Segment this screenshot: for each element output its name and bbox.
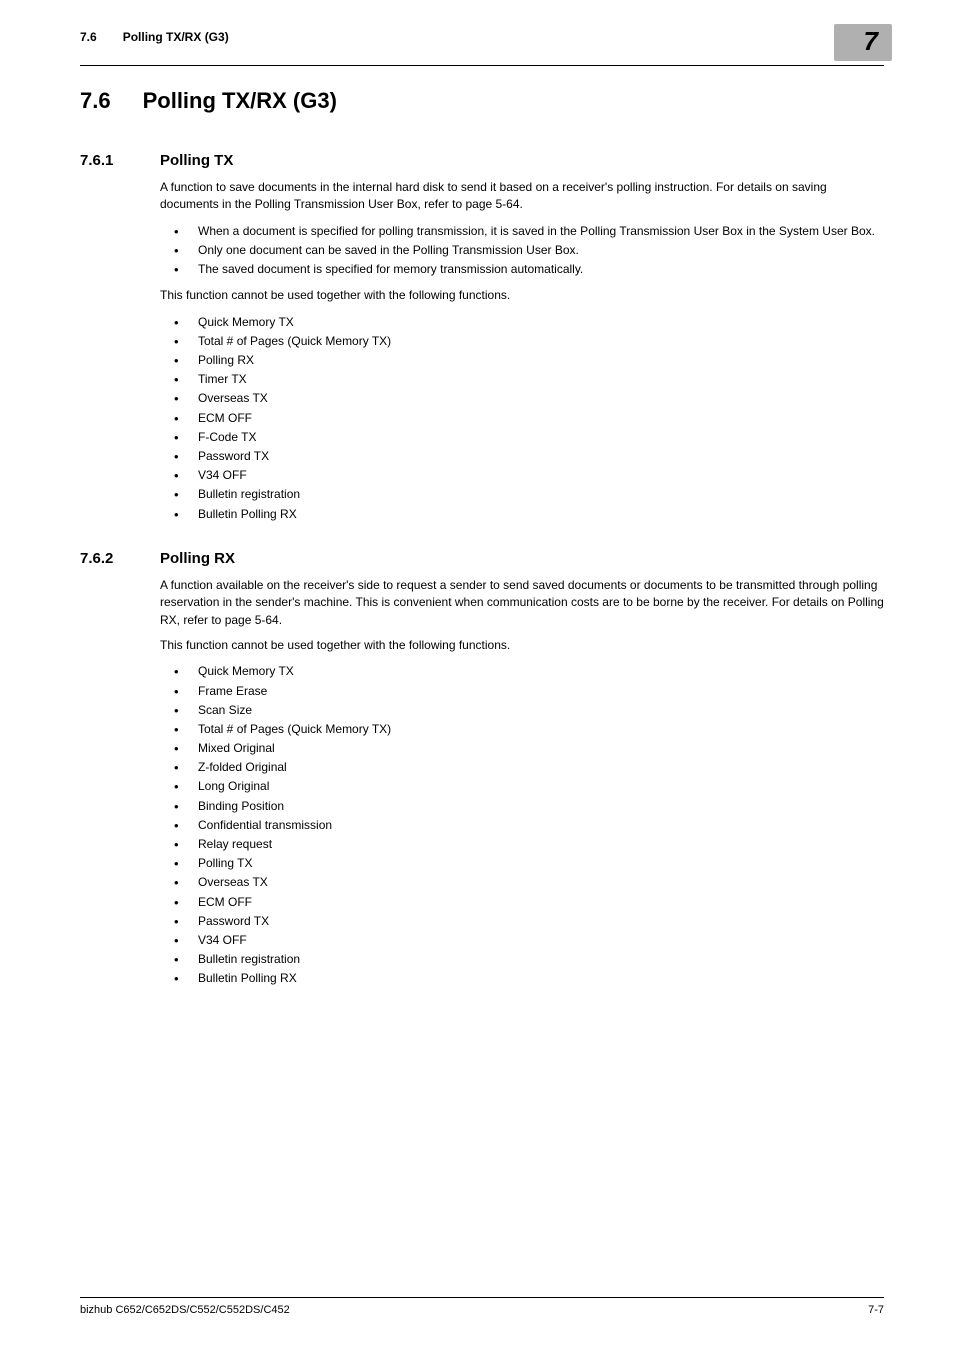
sec2-restrict-list: Quick Memory TXFrame EraseScan SizeTotal… bbox=[160, 662, 884, 988]
heading-1: 7.6 Polling TX/RX (G3) bbox=[80, 88, 884, 114]
list-item: When a document is specified for polling… bbox=[160, 222, 884, 241]
sec1-restrict-list: Quick Memory TXTotal # of Pages (Quick M… bbox=[160, 313, 884, 524]
sec2-restrict-intro: This function cannot be used together wi… bbox=[160, 637, 884, 654]
sec1-body: A function to save documents in the inte… bbox=[160, 179, 884, 524]
header-left: 7.6 Polling TX/RX (G3) bbox=[80, 30, 229, 44]
list-item: Bulletin registration bbox=[160, 950, 884, 969]
sec1-restrict-intro: This function cannot be used together wi… bbox=[160, 287, 884, 304]
list-item: Polling RX bbox=[160, 351, 884, 370]
list-item: ECM OFF bbox=[160, 409, 884, 428]
list-item: Overseas TX bbox=[160, 389, 884, 408]
list-item: F-Code TX bbox=[160, 428, 884, 447]
list-item: Mixed Original bbox=[160, 739, 884, 758]
h2-title: Polling TX bbox=[160, 152, 233, 169]
list-item: Z-folded Original bbox=[160, 758, 884, 777]
sec2-intro: A function available on the receiver's s… bbox=[160, 577, 884, 629]
list-item: Relay request bbox=[160, 835, 884, 854]
list-item: Only one document can be saved in the Po… bbox=[160, 241, 884, 260]
list-item: Quick Memory TX bbox=[160, 662, 884, 681]
list-item: Quick Memory TX bbox=[160, 313, 884, 332]
list-item: The saved document is specified for memo… bbox=[160, 260, 884, 279]
h1-title: Polling TX/RX (G3) bbox=[143, 88, 337, 114]
list-item: Password TX bbox=[160, 912, 884, 931]
list-item: Bulletin Polling RX bbox=[160, 505, 884, 524]
list-item: V34 OFF bbox=[160, 466, 884, 485]
sec1-notes-list: When a document is specified for polling… bbox=[160, 222, 884, 280]
h1-number: 7.6 bbox=[80, 88, 111, 114]
heading-2-polling-rx: 7.6.2 Polling RX bbox=[80, 550, 884, 567]
list-item: Timer TX bbox=[160, 370, 884, 389]
list-item: Scan Size bbox=[160, 701, 884, 720]
footer-page-number: 7-7 bbox=[868, 1304, 884, 1316]
header-section-title: Polling TX/RX (G3) bbox=[123, 30, 229, 44]
sec2-body: A function available on the receiver's s… bbox=[160, 577, 884, 989]
footer-product: bizhub C652/C652DS/C552/C552DS/C452 bbox=[80, 1304, 290, 1316]
header-section-num: 7.6 bbox=[80, 30, 97, 44]
list-item: Confidential transmission bbox=[160, 816, 884, 835]
list-item: Binding Position bbox=[160, 797, 884, 816]
list-item: Total # of Pages (Quick Memory TX) bbox=[160, 332, 884, 351]
sec1-intro: A function to save documents in the inte… bbox=[160, 179, 884, 214]
page-footer: bizhub C652/C652DS/C552/C552DS/C452 7-7 bbox=[80, 1297, 884, 1316]
list-item: Total # of Pages (Quick Memory TX) bbox=[160, 720, 884, 739]
list-item: Frame Erase bbox=[160, 682, 884, 701]
list-item: Long Original bbox=[160, 777, 884, 796]
list-item: Bulletin Polling RX bbox=[160, 969, 884, 988]
h2-number: 7.6.2 bbox=[80, 550, 128, 567]
list-item: Bulletin registration bbox=[160, 485, 884, 504]
chapter-badge: 7 bbox=[834, 24, 892, 61]
list-item: Password TX bbox=[160, 447, 884, 466]
page-container: 7.6 Polling TX/RX (G3) 7 7.6 Polling TX/… bbox=[0, 0, 954, 1350]
list-item: ECM OFF bbox=[160, 893, 884, 912]
list-item: V34 OFF bbox=[160, 931, 884, 950]
list-item: Polling TX bbox=[160, 854, 884, 873]
h2-title: Polling RX bbox=[160, 550, 235, 567]
heading-2-polling-tx: 7.6.1 Polling TX bbox=[80, 152, 884, 169]
page-header: 7.6 Polling TX/RX (G3) 7 bbox=[80, 30, 884, 66]
h2-number: 7.6.1 bbox=[80, 152, 128, 169]
list-item: Overseas TX bbox=[160, 873, 884, 892]
